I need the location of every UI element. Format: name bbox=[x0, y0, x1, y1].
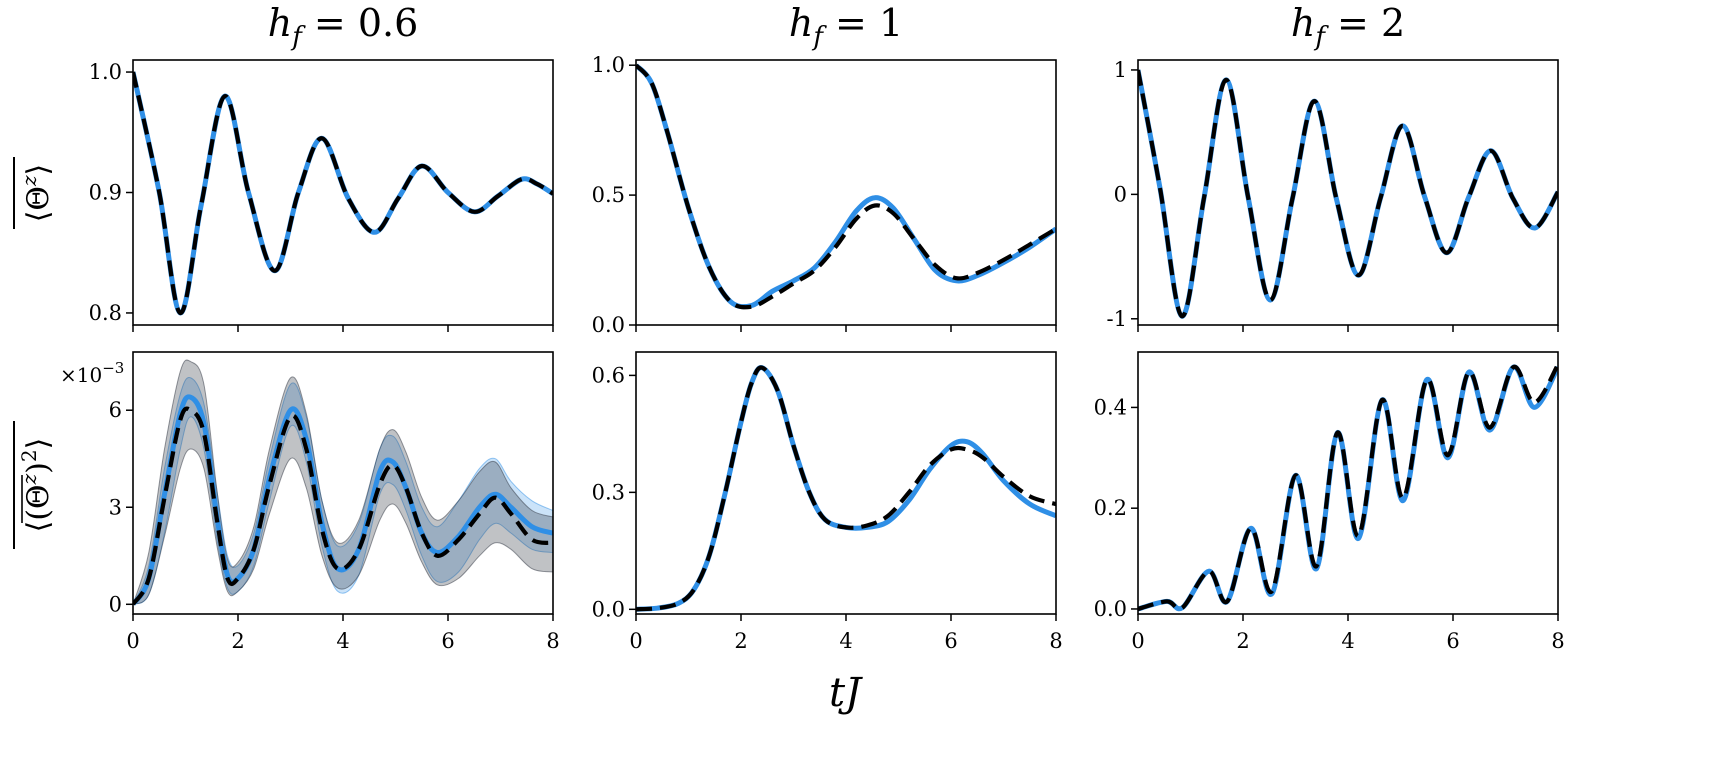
x-tick-label: 4 bbox=[839, 629, 852, 653]
y-tick-label: 0.9 bbox=[89, 181, 122, 205]
column-title-1: hf = 0.6 bbox=[268, 1, 419, 52]
x-tick-label: 4 bbox=[1341, 629, 1354, 653]
panel-r1-c1: 0.8 0.9 1.0 bbox=[89, 59, 554, 332]
y-multiplier: ×10−3 bbox=[60, 359, 124, 387]
x-tick-label: 8 bbox=[1551, 629, 1564, 653]
x-tick-label: 0 bbox=[1131, 629, 1144, 653]
x-tick-label: 6 bbox=[1446, 629, 1459, 653]
panel-r2-c3: 0 2 4 6 8 0.0 0.2 0.4 bbox=[1094, 351, 1565, 653]
y-tick-label: 3 bbox=[109, 495, 122, 519]
y-tick-label: 0.6 bbox=[592, 363, 625, 387]
x-tick-label: 2 bbox=[231, 629, 244, 653]
axes-frame bbox=[635, 351, 1057, 615]
solid-series-line bbox=[1138, 69, 1558, 319]
plot-area bbox=[1138, 69, 1558, 319]
y-tick-label: 0.3 bbox=[592, 480, 625, 504]
plot-area bbox=[1138, 363, 1558, 612]
x-tick-label: 8 bbox=[546, 629, 559, 653]
y-tick-label: 0.5 bbox=[592, 183, 625, 207]
x-axis-label: tJ bbox=[829, 670, 863, 716]
column-title-3: hf = 2 bbox=[1291, 1, 1405, 52]
axes-frame bbox=[1137, 59, 1559, 326]
y-axis-label-text: ⟨Θz⟩ bbox=[17, 164, 56, 223]
y-tick-label: 0.2 bbox=[1094, 496, 1127, 520]
y-tick-label: 0.8 bbox=[89, 301, 122, 325]
y-tick-label: 0.0 bbox=[592, 313, 625, 337]
x-tick-label: 6 bbox=[441, 629, 454, 653]
y-tick-label: 6 bbox=[109, 398, 122, 422]
x-tick-label: 2 bbox=[734, 629, 747, 653]
row-1-ylabel: ⟨Θz⟩ bbox=[13, 157, 56, 229]
dashed-series-line bbox=[1138, 363, 1558, 612]
x-tick-label: 4 bbox=[336, 629, 349, 653]
dashed-series-line bbox=[133, 71, 553, 316]
y-tick-label: 1.0 bbox=[592, 53, 625, 77]
y-tick-label: 1.0 bbox=[89, 60, 122, 84]
y-tick-label: -1 bbox=[1107, 307, 1127, 331]
y-axis-label-text: ⟨(Θz)2⟩ bbox=[17, 438, 56, 533]
x-tick-label: 0 bbox=[126, 629, 139, 653]
x-tick-label: 2 bbox=[1236, 629, 1249, 653]
column-title-2: hf = 1 bbox=[789, 1, 903, 52]
solid-series-line bbox=[636, 365, 1056, 612]
plot-area bbox=[133, 359, 553, 606]
dashed-series-line bbox=[636, 365, 1056, 612]
panel-r2-c1: 0 2 4 6 8 0 3 6 ×10−3 bbox=[60, 351, 560, 653]
x-tick-label: 8 bbox=[1049, 629, 1062, 653]
band-2 bbox=[133, 359, 553, 605]
plot-area bbox=[636, 365, 1056, 612]
solid-series-line bbox=[133, 71, 553, 316]
dashed-series-line bbox=[1138, 69, 1558, 319]
panel-r1-c2: 0.0 0.5 1.0 bbox=[592, 53, 1057, 337]
y-tick-label: 0 bbox=[109, 592, 122, 616]
x-tick-label: 0 bbox=[629, 629, 642, 653]
panel-r2-c2: 0 2 4 6 8 0.0 0.3 0.6 bbox=[592, 351, 1063, 653]
x-tick-label: 6 bbox=[944, 629, 957, 653]
row-2-ylabel: ⟨(Θz)2⟩ bbox=[13, 421, 56, 549]
dashed-series-line bbox=[636, 63, 1056, 310]
y-tick-label: 0.4 bbox=[1094, 395, 1127, 419]
y-tick-label: 1 bbox=[1114, 58, 1127, 82]
y-tick-label: 0.0 bbox=[592, 597, 625, 621]
panel-r1-c3: -1 0 1 bbox=[1107, 58, 1559, 332]
axis-labels: tJ ⟨Θz⟩ ⟨(Θz)2⟩ bbox=[13, 157, 863, 716]
plot-area bbox=[636, 63, 1056, 310]
axes-frame bbox=[635, 59, 1057, 326]
column-titles: hf = 0.6 hf = 1 hf = 2 bbox=[268, 1, 1405, 52]
y-tick-label: 0.0 bbox=[1094, 597, 1127, 621]
panels: 0.8 0.9 1.0 0.0 0.5 1.0 -1 0 1 0 2 4 6 8 0 3 6 ×10−3 0 2 4 6 8… bbox=[60, 53, 1565, 653]
plot-area bbox=[133, 71, 553, 316]
solid-series-line bbox=[636, 63, 1056, 310]
y-tick-label: 0 bbox=[1114, 182, 1127, 206]
